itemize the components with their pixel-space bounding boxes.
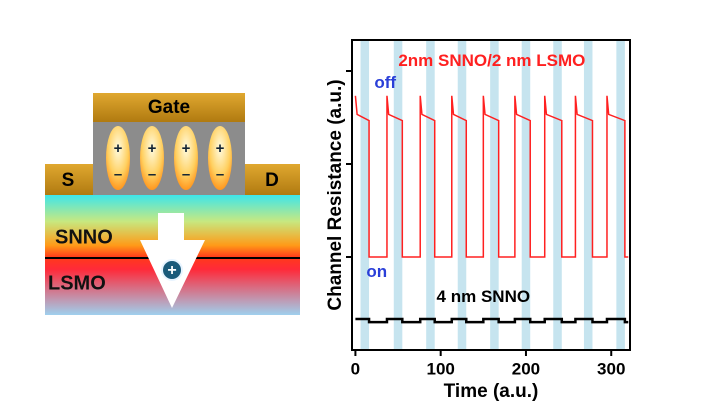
dipole	[140, 126, 164, 190]
annotation: 4 nm SNNO	[437, 287, 531, 306]
device-diagram: Gate S D + – + – + – + – + SNNO LSMO	[45, 93, 300, 315]
shaded-band	[553, 40, 562, 350]
dipole	[106, 126, 130, 190]
drain-label: D	[265, 170, 279, 191]
plus-sign: +	[114, 140, 123, 157]
x-tick-label: 100	[426, 359, 454, 378]
shaded-band	[490, 40, 499, 350]
shaded-band	[393, 40, 403, 350]
data-line	[354, 95, 629, 258]
shaded-band	[457, 40, 467, 350]
shaded-band	[616, 40, 625, 350]
drain-electrode	[245, 164, 300, 195]
x-tick-label: 0	[351, 359, 360, 378]
data-line	[355, 317, 629, 324]
minus-sign: –	[216, 166, 224, 183]
source-electrode	[45, 164, 93, 195]
shaded-band	[426, 40, 435, 350]
shaded-band	[521, 40, 531, 350]
minus-sign: –	[114, 166, 122, 183]
y-axis-label: Channel Resistance (a.u.)	[325, 79, 346, 310]
minus-sign: –	[148, 166, 156, 183]
minus-sign: –	[182, 166, 190, 183]
charge	[161, 259, 183, 281]
plus-sign: +	[182, 140, 191, 157]
x-tick-label: 300	[597, 359, 625, 378]
plus-sign: +	[216, 140, 225, 157]
gate-label: Gate	[148, 97, 190, 118]
annotation: on	[366, 262, 387, 281]
gate-electrode	[93, 93, 245, 122]
charge-sign: +	[167, 262, 176, 279]
lsmo-label: LSMO	[48, 272, 106, 294]
dipole	[174, 126, 198, 190]
shaded-band	[583, 40, 593, 350]
shaded-band	[360, 40, 370, 350]
annotation: 2nm SNNO/2 nm LSMO	[398, 51, 585, 70]
plus-sign: +	[148, 140, 157, 157]
plot-frame	[351, 39, 631, 351]
annotation: off	[374, 73, 396, 92]
dipoles: + – + – + – + –	[106, 126, 232, 190]
snno-label: SNNO	[55, 226, 113, 248]
x-axis-label: Time (a.u.)	[444, 381, 539, 402]
source-label: S	[62, 170, 75, 191]
dipole	[208, 126, 232, 190]
x-tick-label: 200	[512, 359, 540, 378]
